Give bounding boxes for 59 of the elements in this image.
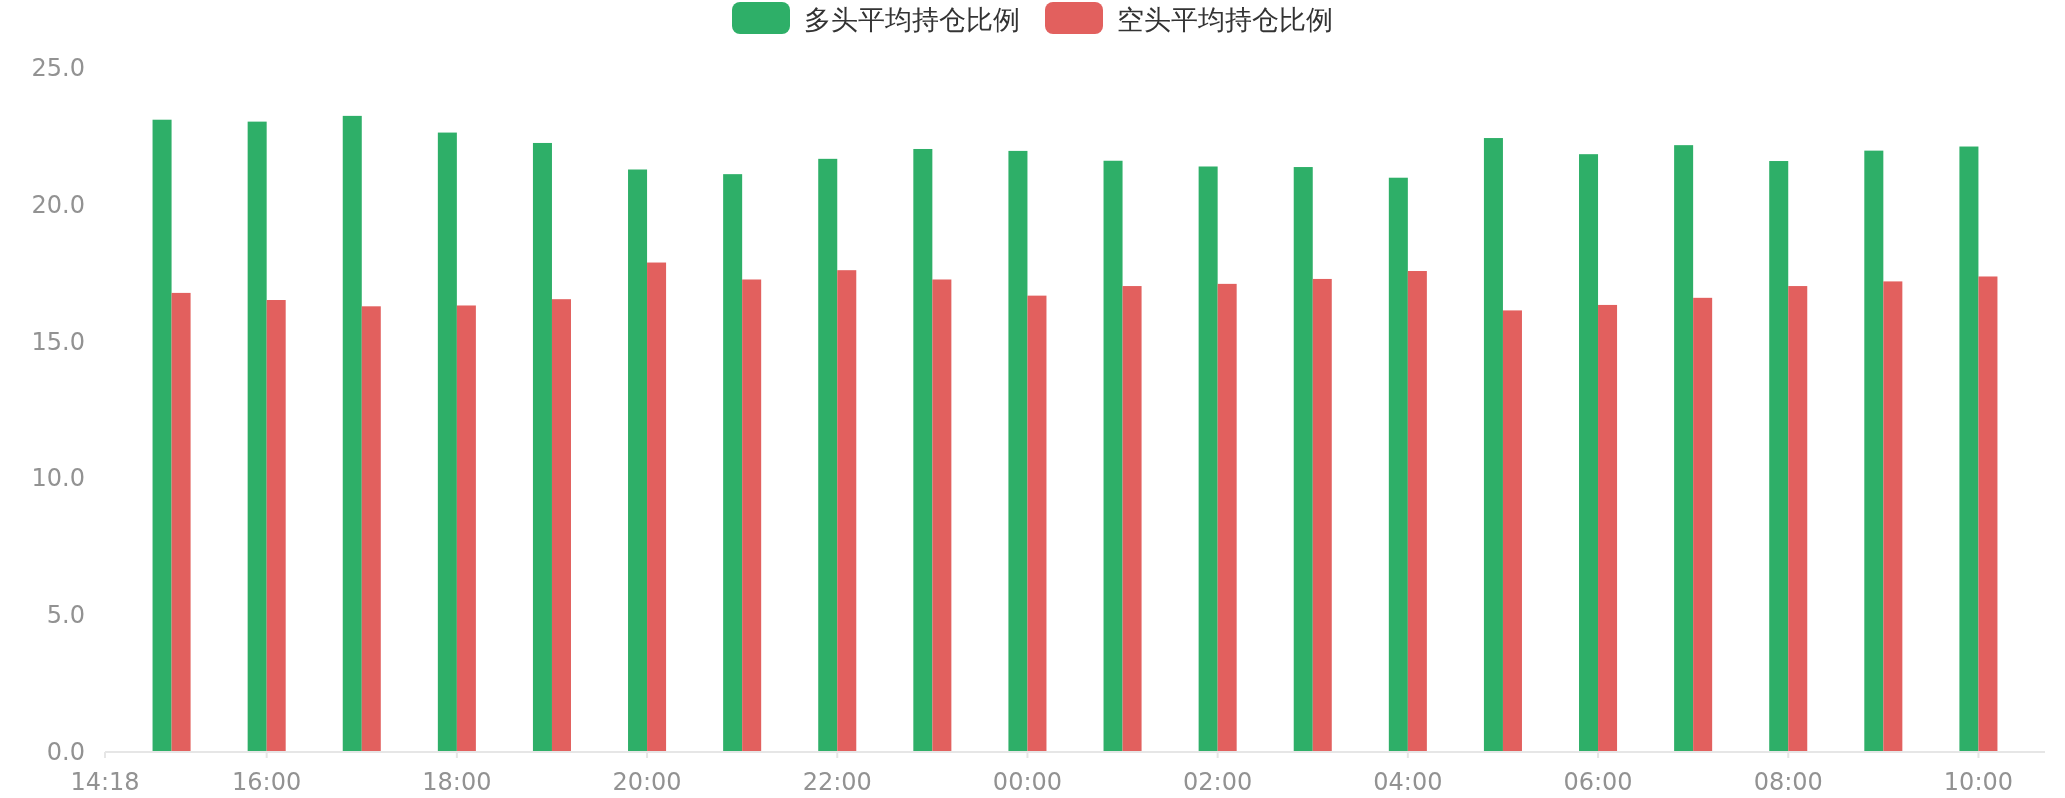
x-tick-label: 08:00 [1753, 768, 1823, 796]
bar [837, 270, 857, 752]
x-tick-label: 00:00 [992, 768, 1063, 796]
bar [1693, 297, 1713, 752]
bar [1388, 177, 1408, 752]
bar [171, 292, 191, 752]
x-tick-label: 04:00 [1373, 768, 1443, 796]
bar [1407, 271, 1427, 752]
bar [1217, 283, 1237, 752]
bar [1198, 166, 1218, 752]
bar [913, 148, 933, 752]
bar [742, 279, 762, 752]
bar [1598, 304, 1618, 752]
bar [1788, 286, 1808, 752]
bar [647, 262, 667, 752]
bar [1483, 138, 1503, 752]
bar [456, 305, 476, 752]
x-tick-label: 16:00 [232, 768, 302, 796]
bar [1769, 161, 1789, 752]
legend-label: 空头平均持仓比例 [1117, 3, 1333, 35]
bar [532, 142, 552, 752]
x-tick-label: 02:00 [1183, 768, 1253, 796]
bar [1293, 167, 1313, 752]
y-tick-label: 10.0 [31, 464, 85, 493]
bar [1312, 278, 1332, 752]
y-tick-label: 25.0 [31, 54, 85, 82]
bar [1674, 145, 1694, 752]
bar [1864, 150, 1884, 752]
legend-label: 多头平均持仓比例 [804, 3, 1020, 35]
x-tick-label: 18:00 [422, 768, 492, 796]
bar [1883, 281, 1903, 752]
bar [361, 306, 381, 752]
bar [1959, 146, 1979, 752]
x-tick-label: 14:18 [70, 768, 140, 796]
bar [1027, 295, 1047, 752]
bar [152, 119, 172, 752]
y-tick-label: 20.0 [31, 190, 85, 219]
bar [723, 174, 743, 752]
x-tick-label: 20:00 [612, 768, 682, 796]
bar [342, 115, 362, 752]
bar [932, 279, 952, 752]
bar [628, 169, 648, 752]
y-tick-label: 5.0 [46, 601, 85, 630]
y-tick-label: 15.0 [31, 327, 85, 356]
bar [1103, 160, 1123, 752]
bar [1122, 286, 1142, 752]
bar [1579, 154, 1599, 752]
bar [1008, 150, 1028, 752]
bar [1502, 310, 1522, 752]
bar [1978, 276, 1998, 752]
y-tick-label: 0.0 [46, 738, 85, 766]
bar [551, 299, 571, 752]
x-tick-label: 10:00 [1943, 768, 2014, 796]
bar [818, 158, 838, 752]
bar [437, 132, 457, 752]
bar [266, 300, 286, 752]
x-tick-label: 22:00 [802, 768, 872, 796]
x-tick-label: 06:00 [1563, 768, 1633, 796]
bar [247, 121, 267, 752]
